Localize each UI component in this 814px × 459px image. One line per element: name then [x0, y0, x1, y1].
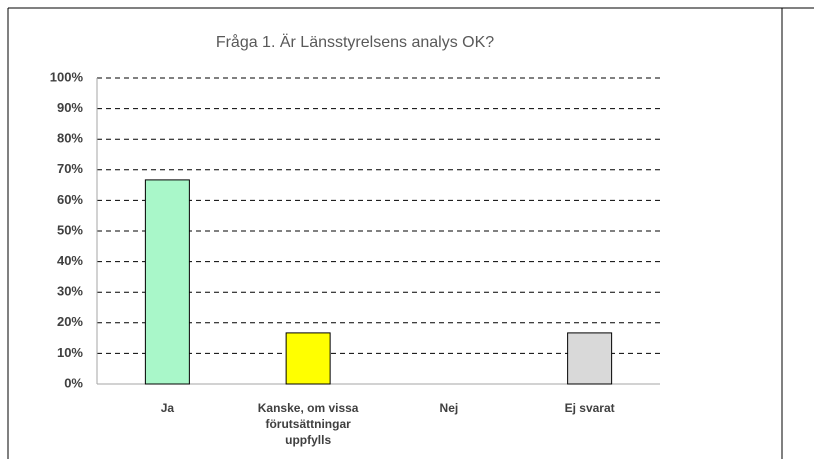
y-tick-label: 80%	[57, 131, 83, 146]
y-tick-label: 90%	[57, 100, 83, 115]
y-tick-label: 70%	[57, 161, 83, 176]
bar	[567, 332, 613, 385]
y-tick-label: 30%	[57, 284, 83, 299]
y-tick-label: 20%	[57, 314, 83, 329]
y-tick-label: 60%	[57, 192, 83, 207]
y-tick-label: 50%	[57, 222, 83, 237]
bar	[144, 179, 190, 385]
bar	[285, 332, 331, 385]
y-tick-label: 40%	[57, 253, 83, 268]
x-tick-label: Kanske, om vissa förutsättningar uppfyll…	[257, 401, 359, 447]
x-tick-label: Nej	[439, 401, 459, 415]
x-tick-label: Ja	[160, 401, 175, 415]
y-tick-label: 100%	[50, 69, 84, 84]
chart-title: Fråga 1. Är Länsstyrelsens analys OK?	[216, 33, 494, 51]
y-tick-label: 0%	[64, 375, 83, 390]
y-tick-label: 10%	[57, 345, 83, 360]
x-tick-label: Ej svarat	[564, 401, 615, 415]
